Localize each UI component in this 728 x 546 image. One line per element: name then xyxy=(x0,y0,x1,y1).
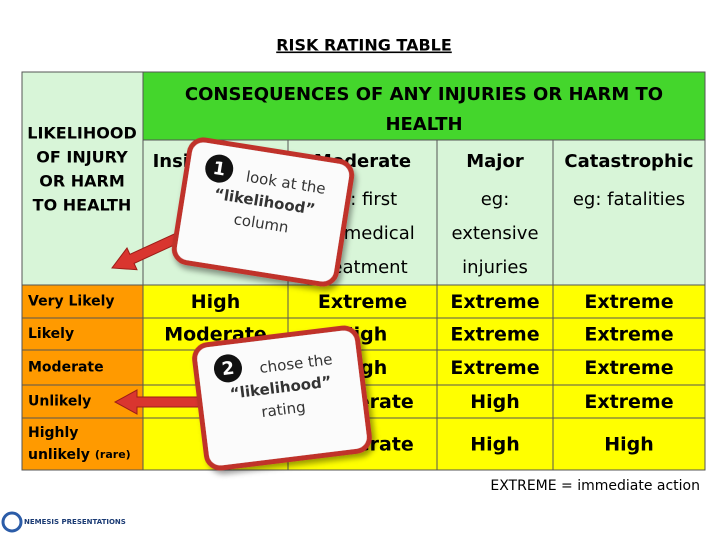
rating: Extreme xyxy=(584,324,673,346)
footer-note: EXTREME = immediate action xyxy=(490,478,700,494)
logo-text: NEMESIS PRESENTATIONS xyxy=(24,518,126,526)
rating: Extreme xyxy=(584,357,673,379)
callout: 1 look at the“likelihood”column xyxy=(171,137,355,287)
row-label: Moderate xyxy=(28,360,104,376)
column-desc: injuries xyxy=(462,257,528,278)
rating-cell xyxy=(436,317,554,351)
callout-box xyxy=(192,325,372,471)
rating-cell xyxy=(287,284,438,319)
arrow xyxy=(113,389,206,415)
rating-cell xyxy=(552,349,706,386)
corner-label: LIKELIHOOD xyxy=(27,124,137,143)
rating: Extreme xyxy=(584,291,673,313)
rating: Extreme xyxy=(450,291,539,313)
column-desc: extensive xyxy=(451,223,538,244)
column-desc: eg: fatalities xyxy=(573,189,685,210)
callout-number: 1 xyxy=(211,158,227,181)
row-label: unlikely (rare) xyxy=(28,447,131,463)
consequences-header xyxy=(142,71,706,141)
row-label: Very Likely xyxy=(28,294,115,310)
rating: Extreme xyxy=(450,357,539,379)
corner-label: OF INJURY xyxy=(36,148,128,167)
row-label-cell xyxy=(21,417,144,471)
consequences-label: HEALTH xyxy=(385,114,462,135)
callout-text: rating xyxy=(260,398,306,421)
consequences-label: CONSEQUENCES OF ANY INJURIES OR HARM TO xyxy=(185,84,663,105)
rating: High xyxy=(470,391,520,413)
column-desc: eg: xyxy=(481,189,510,210)
title: RISK RATING TABLE xyxy=(276,36,452,55)
callout: 2 chose the“likelihood”rating xyxy=(192,325,372,471)
row-label: Unlikely xyxy=(28,394,91,410)
column-name: Major xyxy=(466,151,524,172)
rating: High xyxy=(470,434,520,456)
row-label: Likely xyxy=(28,326,74,342)
column-header-cell xyxy=(552,139,706,286)
rating-cell xyxy=(436,417,554,471)
rating-cell xyxy=(552,417,706,471)
callout-badge xyxy=(205,154,234,183)
rating: Extreme xyxy=(318,291,407,313)
logo-mark xyxy=(1,511,23,533)
rating: Extreme xyxy=(584,391,673,413)
callout-badge xyxy=(213,354,242,383)
column-name: Catastrophic xyxy=(564,151,693,172)
corner-label: TO HEALTH xyxy=(33,196,132,215)
callout-number: 2 xyxy=(221,358,236,380)
row-label: Highly xyxy=(28,425,78,441)
rating: Extreme xyxy=(450,324,539,346)
rating-cell xyxy=(552,317,706,351)
callout-box xyxy=(171,137,355,287)
column-header-cell xyxy=(436,139,554,286)
rating: High xyxy=(191,291,241,313)
corner-cell xyxy=(21,71,144,286)
rating-cell xyxy=(142,284,289,319)
row-label-cell xyxy=(21,349,144,386)
rating-cell xyxy=(436,349,554,386)
rating-cell xyxy=(436,284,554,319)
rating-cell xyxy=(552,284,706,319)
corner-label: OR HARM xyxy=(39,172,125,191)
rating: High xyxy=(604,434,654,456)
rating-cell xyxy=(552,384,706,419)
row-note: (rare) xyxy=(95,448,131,461)
